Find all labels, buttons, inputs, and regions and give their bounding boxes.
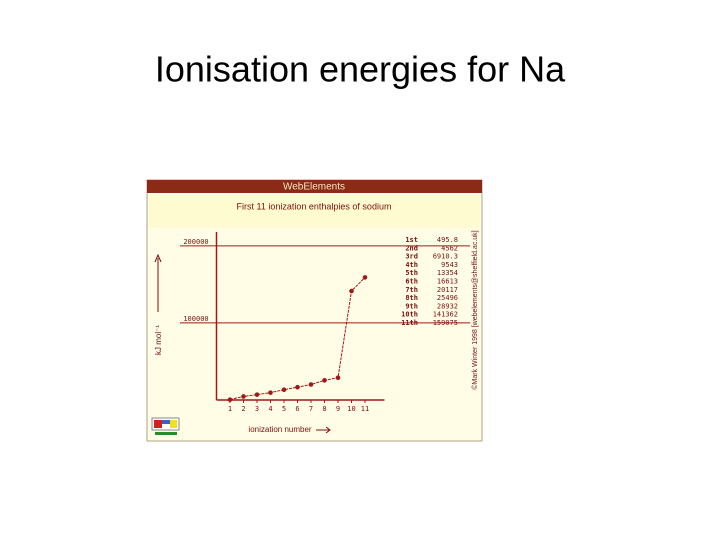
x-tick-label: 5 (282, 405, 286, 413)
point (349, 288, 354, 294)
table-ordinal: 6th (405, 278, 418, 286)
x-tick-label: 8 (322, 405, 326, 413)
y-arrow-head (154, 253, 162, 263)
header: WebElements (283, 182, 345, 193)
table-value: 4562 (441, 244, 458, 252)
logo-yellow (170, 420, 177, 428)
point (322, 378, 327, 383)
x-tick-label: 4 (268, 405, 272, 413)
table-ordinal: 9th (405, 302, 418, 310)
x-tick-label: 1 (228, 405, 232, 413)
chart-title: First 11 ionization enthalpies of sodium (237, 201, 392, 211)
point (241, 394, 246, 399)
table-ordinal: 10th (401, 311, 418, 319)
table-ordinal: 4th (405, 261, 418, 269)
x-tick-label: 3 (255, 405, 259, 413)
table-value: 495.8 (437, 236, 458, 244)
point (268, 390, 273, 395)
x-tick-label: 6 (295, 405, 299, 413)
credit: ©Mark Winter 1998 [webelements@sheffield… (471, 230, 479, 389)
table-ordinal: 7th (405, 286, 418, 294)
table-ordinal: 3rd (405, 253, 418, 261)
logo-red (154, 420, 162, 428)
x-tick-label: 9 (336, 405, 340, 413)
plot: 100000 200000 1 2 3 4 5 6 7 8 9 10 11 1st 495.8 2nd 4562… (180, 232, 470, 413)
y-tick-label: 100000 (183, 315, 208, 323)
title-band (149, 195, 480, 228)
table-value: 9543 (441, 261, 458, 269)
table-ordinal: 8th (405, 294, 418, 302)
table-value: 6910.3 (433, 253, 458, 261)
header-bar (147, 180, 482, 193)
x-arrow-head (325, 426, 331, 434)
logo-blue (162, 420, 170, 424)
table-ordinal: 5th (405, 269, 418, 277)
point (227, 397, 233, 402)
table-ordinal: 11th (401, 319, 418, 327)
slide-title: Ionisation energies for Na (155, 49, 566, 90)
point (362, 275, 368, 280)
table-value: 141362 (433, 311, 458, 319)
table-ordinal: 2nd (405, 244, 418, 252)
point (308, 382, 314, 387)
x-label: ionization number (248, 425, 311, 434)
table-value: 28932 (437, 302, 458, 310)
table-ordinal: 1st (405, 236, 418, 244)
table-value: 159075 (433, 319, 458, 327)
x-tick-label: 7 (309, 405, 313, 413)
y-tick-label: 200000 (183, 238, 208, 246)
point (335, 375, 341, 381)
table-value: 20117 (437, 286, 458, 294)
x-tick-label: 11 (361, 405, 369, 413)
point (295, 384, 300, 390)
table-value: 16613 (437, 278, 458, 286)
point (254, 392, 260, 397)
x-tick-label: 10 (347, 405, 355, 413)
table-value: 13354 (437, 269, 458, 277)
point (281, 387, 287, 393)
y-label: kJ mol⁻¹ (154, 325, 163, 355)
x-tick-label: 2 (241, 405, 245, 413)
table-value: 25496 (437, 294, 458, 302)
logo-green (155, 432, 177, 435)
